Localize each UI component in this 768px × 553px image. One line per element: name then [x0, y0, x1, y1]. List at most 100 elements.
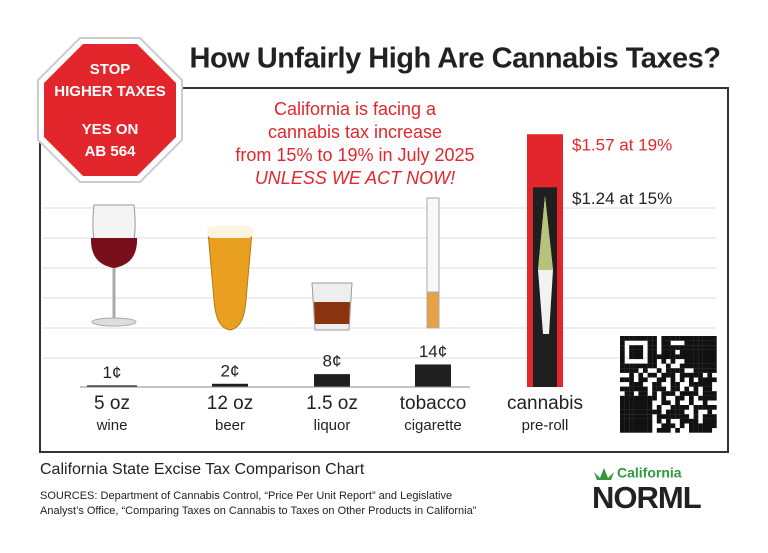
qr-module [670, 409, 676, 415]
qr-module [620, 409, 625, 415]
qr-module [633, 423, 639, 429]
qr-module [693, 336, 699, 341]
category-label: cannabis [507, 393, 583, 414]
qr-module [661, 345, 667, 350]
qr-module [689, 372, 694, 378]
qr-module [643, 428, 648, 433]
qr-module [693, 368, 699, 373]
qr-module [647, 418, 653, 424]
category-detail: liquor [314, 417, 351, 434]
qr-module [675, 368, 680, 373]
qr-module [684, 391, 690, 396]
qr-module [689, 377, 694, 383]
beer-icon [207, 226, 253, 331]
qr-module [620, 414, 625, 419]
qr-module [643, 418, 648, 424]
qr-module [643, 363, 648, 369]
qr-module [707, 418, 713, 424]
qr-module [712, 340, 717, 346]
cigarette-icon [426, 197, 440, 329]
sources-line: SOURCES: Department of Cannabis Control,… [40, 490, 452, 502]
qr-module [656, 414, 662, 419]
qr-module [629, 428, 634, 433]
qr-module [712, 418, 717, 424]
qr-module [666, 372, 671, 378]
qr-module [633, 428, 639, 433]
qr-module [693, 382, 699, 387]
qr-module [661, 395, 667, 401]
qr-module [633, 354, 639, 360]
qr-module [707, 363, 713, 369]
qr-module [684, 386, 690, 392]
bar [314, 374, 350, 387]
qr-module [656, 368, 662, 373]
qr-module [666, 391, 671, 396]
qr-module [693, 418, 699, 424]
qr-module [666, 354, 671, 360]
qr-module [698, 428, 703, 433]
qr-module [647, 405, 653, 410]
qr-module [689, 423, 694, 429]
qr-module [620, 349, 625, 355]
qr-module [693, 405, 699, 410]
qr-module [679, 345, 685, 350]
qr-module [647, 340, 653, 346]
qr-module [712, 423, 717, 429]
qr-module [643, 336, 648, 341]
category-label: 1.5 oz [306, 393, 358, 414]
qr-module [702, 340, 708, 346]
qr-module [638, 418, 644, 424]
qr-module [629, 345, 634, 350]
qr-module [647, 372, 653, 378]
qr-module [675, 386, 680, 392]
qr-module [702, 386, 708, 392]
qr-module [679, 418, 685, 424]
qr-module [689, 336, 694, 341]
qr-module [702, 368, 708, 373]
qr-module [679, 372, 685, 378]
qr-module [624, 363, 630, 369]
qr-module [629, 414, 634, 419]
qr-module [693, 363, 699, 369]
qr-module [629, 354, 634, 360]
qr-module [647, 345, 653, 350]
qr-module [702, 354, 708, 360]
qr-module [707, 409, 713, 415]
qr-module [666, 409, 671, 415]
qr-module [712, 345, 717, 350]
qr-module [698, 423, 703, 429]
qr-module [702, 349, 708, 355]
qr-module [666, 349, 671, 355]
value-label: $1.24 at 15% [572, 189, 672, 208]
qr-module [712, 391, 717, 396]
qr-module [666, 363, 671, 369]
qr-module [666, 418, 671, 424]
qr-module [620, 423, 625, 429]
qr-module [624, 428, 630, 433]
qr-module [652, 340, 657, 346]
qr-module [675, 382, 680, 387]
qr-module [689, 395, 694, 401]
qr-module [620, 336, 625, 341]
qr-module [638, 400, 644, 406]
wine-icon [90, 204, 138, 327]
qr-module [647, 428, 653, 433]
qr-module [684, 354, 690, 360]
qr-module [712, 405, 717, 410]
stop-sign: STOP HIGHER TAXES YES ON AB 564 [37, 37, 183, 183]
qr-module [643, 409, 648, 415]
qr-module [620, 400, 625, 406]
qr-module [656, 428, 662, 433]
qr-module [666, 340, 671, 346]
qr-module [647, 395, 653, 401]
qr-module [698, 368, 703, 373]
qr-module [702, 418, 708, 424]
qr-module [652, 391, 657, 396]
qr-module [666, 336, 671, 341]
qr-module [670, 336, 676, 341]
qr-module [647, 423, 653, 429]
qr-module [624, 386, 630, 392]
qr-module [633, 363, 639, 369]
qr-module [707, 354, 713, 360]
